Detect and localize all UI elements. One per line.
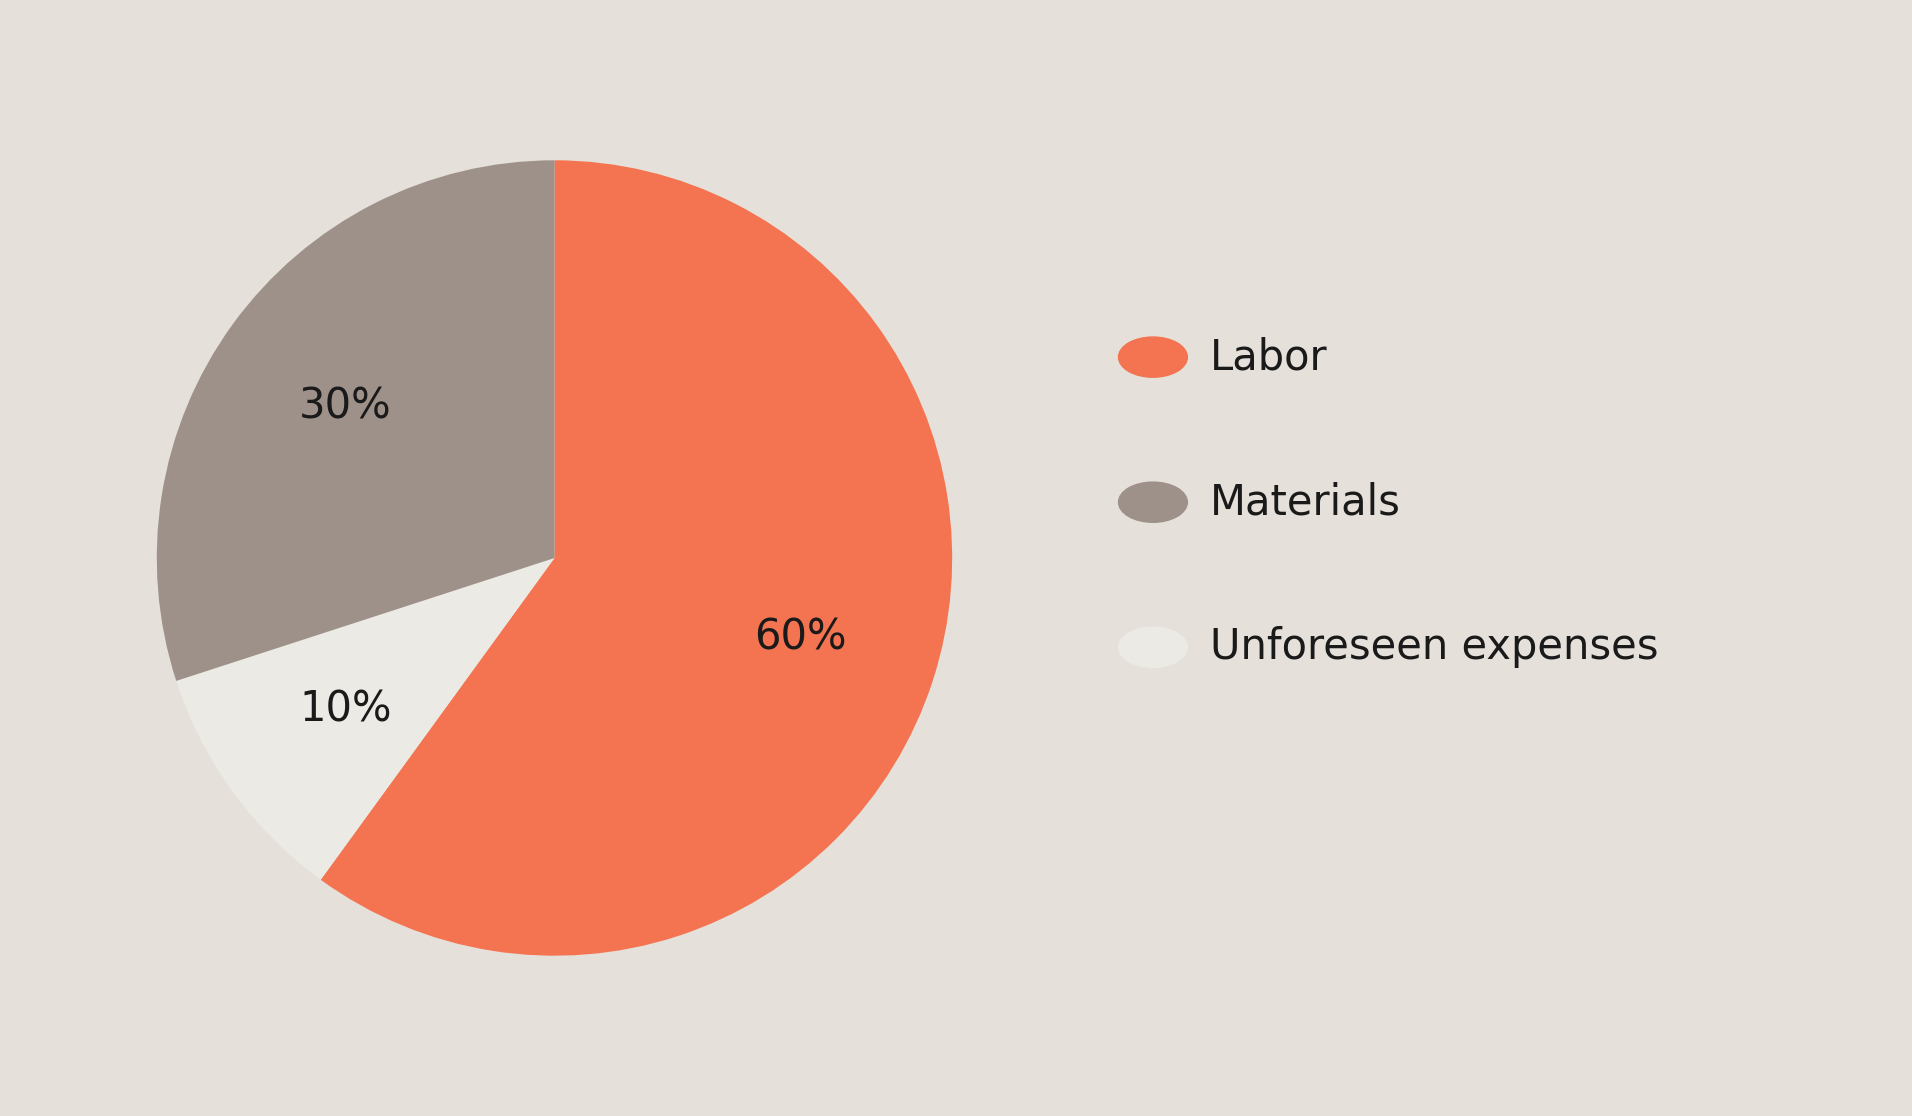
Text: 60%: 60% <box>753 617 847 658</box>
Text: Labor: Labor <box>1210 336 1329 378</box>
Wedge shape <box>157 161 554 681</box>
Text: 10%: 10% <box>298 689 392 731</box>
Text: 30%: 30% <box>298 385 392 427</box>
Text: Unforeseen expenses: Unforeseen expenses <box>1210 626 1660 668</box>
Wedge shape <box>176 558 554 879</box>
Wedge shape <box>321 161 952 955</box>
Text: Materials: Materials <box>1210 481 1401 523</box>
